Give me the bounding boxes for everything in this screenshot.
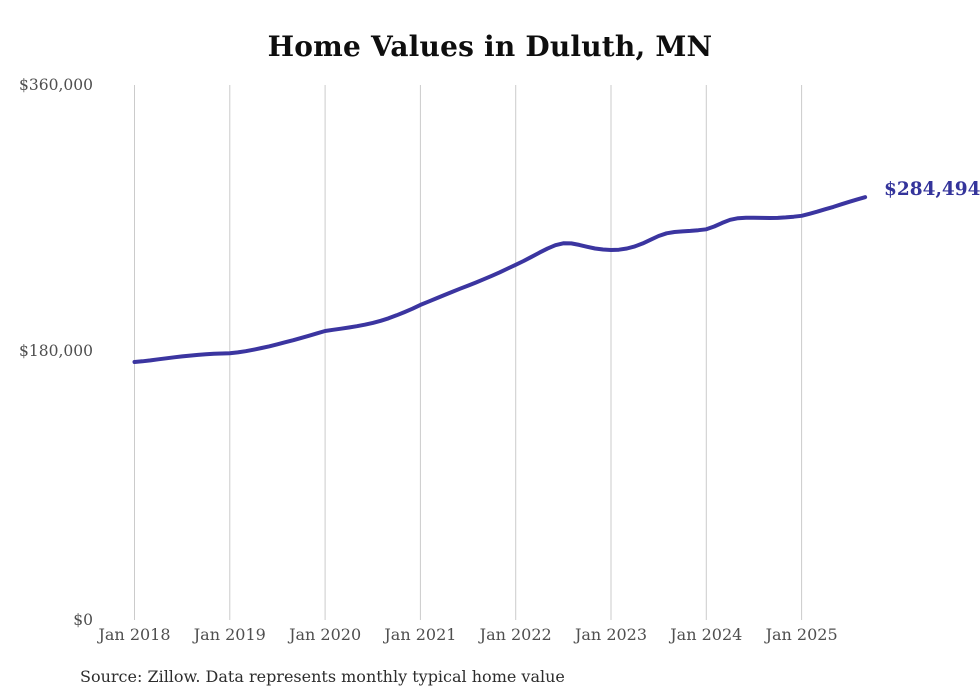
y-axis-label-360000: $360,000: [19, 76, 93, 94]
home-value-line-series: [132, 195, 868, 364]
latest-value-label: $284,494: [884, 179, 980, 200]
x-axis-label-jan-2022: Jan 2022: [479, 625, 552, 644]
x-axis-label-jan-2025: Jan 2025: [765, 625, 838, 644]
x-axis-label-jan-2023: Jan 2023: [574, 625, 648, 644]
x-axis-label-jan-2020: Jan 2020: [289, 625, 362, 644]
x-axis-label-jan-2021: Jan 2021: [384, 625, 457, 644]
source-note: Source: Zillow. Data represents monthly …: [80, 667, 565, 686]
chart-title: Home Values in Duluth, MN: [267, 30, 713, 63]
x-axis-label-jan-2019: Jan 2019: [193, 625, 266, 644]
y-axis-label-180000: $180,000: [19, 342, 93, 360]
x-axis-label-jan-2018: Jan 2018: [98, 625, 171, 644]
x-axis-label-jan-2024: Jan 2024: [670, 625, 743, 644]
y-axis-label-0: $0: [73, 611, 93, 629]
